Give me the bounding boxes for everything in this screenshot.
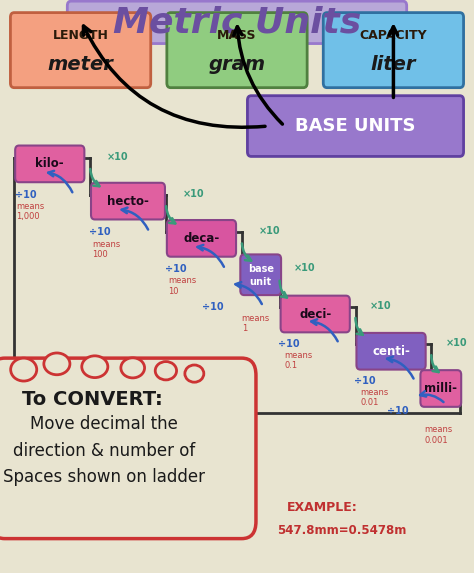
FancyBboxPatch shape bbox=[240, 254, 281, 295]
Text: kilo-: kilo- bbox=[36, 158, 64, 170]
Text: hecto-: hecto- bbox=[107, 195, 149, 207]
Text: BASE UNITS: BASE UNITS bbox=[295, 117, 416, 135]
Text: ×10: ×10 bbox=[446, 338, 467, 348]
Text: ÷10: ÷10 bbox=[354, 376, 376, 386]
FancyBboxPatch shape bbox=[247, 96, 464, 156]
Text: ×10: ×10 bbox=[107, 152, 128, 162]
Text: ÷10: ÷10 bbox=[15, 190, 37, 200]
Text: unit: unit bbox=[250, 277, 272, 286]
FancyBboxPatch shape bbox=[167, 220, 236, 257]
Text: milli-: milli- bbox=[424, 382, 457, 395]
Text: centi-: centi- bbox=[372, 345, 410, 358]
Text: means
0.01: means 0.01 bbox=[360, 388, 389, 407]
Text: liter: liter bbox=[371, 55, 416, 74]
Text: means
10: means 10 bbox=[168, 276, 197, 296]
FancyBboxPatch shape bbox=[67, 1, 407, 44]
Text: means
0.1: means 0.1 bbox=[284, 351, 313, 370]
Text: means
1: means 1 bbox=[242, 314, 270, 333]
FancyBboxPatch shape bbox=[0, 358, 256, 539]
FancyBboxPatch shape bbox=[10, 13, 151, 88]
Ellipse shape bbox=[44, 353, 70, 375]
Text: ×10: ×10 bbox=[182, 189, 204, 199]
Text: means
1,000: means 1,000 bbox=[17, 202, 45, 221]
FancyBboxPatch shape bbox=[15, 146, 84, 182]
Text: ×10: ×10 bbox=[294, 264, 316, 273]
FancyBboxPatch shape bbox=[323, 13, 464, 88]
Text: EXAMPLE:: EXAMPLE: bbox=[287, 501, 358, 513]
Text: Move decimal the
direction & number of
Spaces shown on ladder: Move decimal the direction & number of S… bbox=[3, 415, 205, 486]
Text: 547.8mm=0.5478m: 547.8mm=0.5478m bbox=[277, 524, 406, 536]
FancyBboxPatch shape bbox=[167, 13, 307, 88]
Text: deci-: deci- bbox=[299, 308, 331, 320]
Text: To CONVERT:: To CONVERT: bbox=[22, 390, 163, 409]
FancyBboxPatch shape bbox=[420, 370, 461, 407]
Text: ÷10: ÷10 bbox=[202, 301, 224, 312]
Text: gram: gram bbox=[209, 55, 265, 74]
Text: meter: meter bbox=[48, 55, 113, 74]
Ellipse shape bbox=[121, 358, 145, 378]
Text: means
100: means 100 bbox=[92, 240, 121, 259]
Text: ÷10: ÷10 bbox=[278, 339, 300, 349]
Ellipse shape bbox=[82, 356, 108, 378]
Text: ÷10: ÷10 bbox=[89, 227, 110, 237]
Text: ×10: ×10 bbox=[258, 226, 280, 236]
Text: ×10: ×10 bbox=[370, 301, 392, 311]
Text: ÷10: ÷10 bbox=[164, 264, 186, 274]
FancyBboxPatch shape bbox=[91, 183, 165, 219]
FancyBboxPatch shape bbox=[356, 333, 426, 370]
Text: MASS: MASS bbox=[217, 29, 257, 42]
Text: ÷10: ÷10 bbox=[387, 406, 409, 416]
Ellipse shape bbox=[185, 365, 204, 382]
Text: means
0.001: means 0.001 bbox=[424, 425, 453, 445]
Ellipse shape bbox=[155, 362, 176, 380]
Text: Metric Units: Metric Units bbox=[113, 5, 361, 40]
Text: base: base bbox=[248, 264, 273, 274]
Text: CAPACITY: CAPACITY bbox=[360, 29, 427, 42]
Text: deca-: deca- bbox=[183, 232, 219, 245]
Ellipse shape bbox=[11, 358, 36, 381]
FancyBboxPatch shape bbox=[281, 296, 350, 332]
Text: LENGTH: LENGTH bbox=[53, 29, 109, 42]
